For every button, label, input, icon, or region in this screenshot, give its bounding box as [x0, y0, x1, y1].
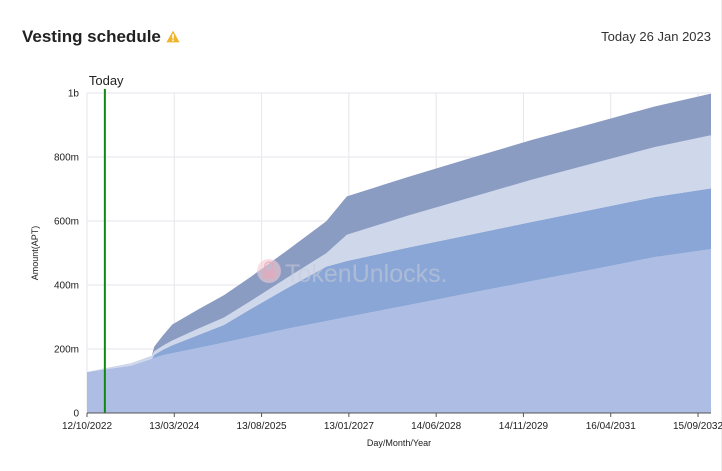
- watermark-logo-icon: [257, 259, 281, 283]
- area-series-4[interactable]: [87, 93, 711, 373]
- y-tick-label-5: 1b: [68, 89, 80, 100]
- x-tick-label-7: 15/09/2032: [673, 421, 722, 432]
- y-tick-label-2: 400m: [54, 281, 79, 292]
- y-tick-label-1: 200m: [54, 345, 79, 356]
- x-axis-title: Day/Month/Year: [367, 438, 431, 448]
- warning-triangle-icon[interactable]: [166, 30, 180, 48]
- watermark-text: TokenUnlocks.: [285, 260, 448, 288]
- y-tick-label-4: 800m: [54, 153, 79, 164]
- area-series-1[interactable]: [87, 249, 711, 413]
- y-axis-title: Amount(APT): [30, 226, 40, 281]
- x-tick-label-4: 14/06/2028: [411, 421, 461, 432]
- x-tick-label-0: 12/10/2022: [62, 421, 112, 432]
- x-tick-label-6: 16/04/2031: [586, 421, 636, 432]
- today-marker-label: Today: [89, 73, 124, 88]
- area-series-2[interactable]: [87, 188, 711, 373]
- today-date: Today 26 Jan 2023: [601, 29, 711, 44]
- x-tick-label-5: 14/11/2029: [499, 421, 549, 432]
- card-title: Vesting schedule: [22, 27, 161, 46]
- x-tick-label-2: 13/08/2025: [237, 421, 287, 432]
- area-series-3[interactable]: [87, 135, 711, 373]
- x-tick-label-3: 13/01/2027: [324, 421, 374, 432]
- y-tick-label-0: 0: [73, 409, 79, 420]
- x-tick-label-1: 13/03/2024: [149, 421, 199, 432]
- y-tick-label-3: 600m: [54, 217, 79, 228]
